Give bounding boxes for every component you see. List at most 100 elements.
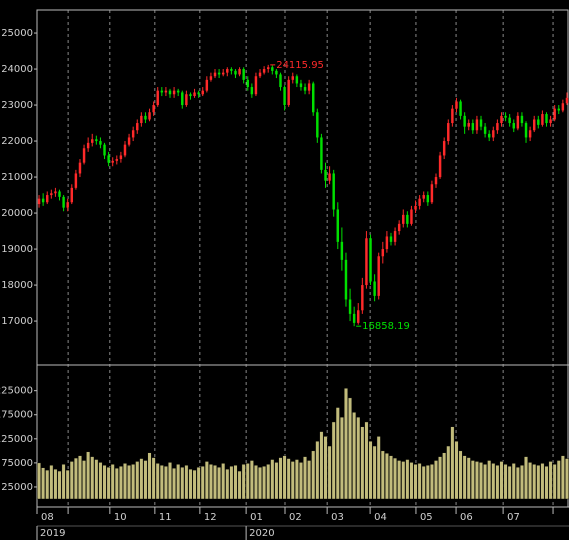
volume-bar	[180, 467, 185, 500]
candle-body	[115, 159, 119, 161]
volume-bar	[131, 464, 136, 500]
candle-body	[181, 92, 184, 106]
volume-bar	[86, 451, 91, 500]
volume-bar	[565, 458, 569, 500]
candle-body	[438, 155, 442, 178]
candle-body	[397, 223, 401, 232]
volume-bar	[299, 462, 303, 500]
candle-body	[336, 209, 340, 242]
volume-bar	[532, 464, 537, 500]
volume-bar	[147, 452, 152, 500]
volume-bar	[258, 467, 262, 500]
volume-bar	[470, 460, 475, 500]
volume-bar	[540, 463, 545, 500]
volume-bar	[360, 426, 365, 500]
candle-body	[459, 101, 462, 116]
candle-body	[299, 83, 303, 88]
volume-bar	[352, 412, 357, 500]
volume-bar	[409, 462, 414, 500]
volume-bar	[110, 464, 115, 500]
candle-body	[230, 69, 233, 71]
candle-body	[516, 115, 520, 129]
candle-body	[234, 70, 237, 75]
y-tick-label: 17000	[1, 316, 33, 327]
volume-bar	[425, 465, 430, 500]
candle-body	[406, 214, 409, 224]
volume-bar	[65, 469, 70, 500]
volume-bar	[479, 462, 483, 500]
volume-bar	[474, 461, 479, 500]
candle-body	[262, 69, 266, 73]
candle-body	[361, 285, 364, 311]
volume-bar	[286, 458, 291, 500]
volume-bar	[344, 388, 348, 500]
candle-body	[168, 90, 172, 95]
volume-bar	[163, 466, 168, 500]
candle-body	[520, 115, 524, 124]
candle-body	[557, 108, 560, 111]
volume-bar	[94, 459, 99, 500]
candle-body	[524, 123, 528, 138]
volume-bar	[41, 467, 46, 500]
y-tick-label: 25000	[1, 28, 33, 39]
candle-body	[532, 119, 536, 131]
candle-body	[422, 195, 425, 199]
x-tick-label: 03	[331, 512, 344, 523]
candle-body	[123, 144, 127, 156]
candle-body	[352, 313, 356, 323]
volume-bar	[548, 461, 553, 500]
volume-bar	[376, 436, 381, 500]
volume-bar	[327, 445, 332, 500]
volume-bar	[270, 459, 275, 500]
candle-body	[340, 241, 344, 260]
candle-body	[246, 79, 249, 88]
candle-body	[479, 119, 483, 127]
candle-body	[250, 87, 254, 95]
candle-body	[504, 115, 507, 118]
candle-body	[46, 195, 49, 203]
candle-body	[197, 92, 200, 95]
volume-bar	[217, 467, 222, 500]
volume-bar	[507, 466, 512, 500]
candle-body	[332, 173, 335, 210]
candle-body	[283, 87, 286, 106]
x-tick-label: 05	[420, 512, 433, 523]
candle-body	[324, 169, 327, 181]
candle-body	[561, 103, 565, 111]
candle-body	[148, 112, 151, 120]
candle-body	[209, 76, 213, 80]
volume-bar	[429, 464, 434, 500]
volume-bar	[511, 463, 516, 500]
volume-bar	[413, 464, 418, 500]
candle-body	[447, 123, 450, 142]
candle-body	[475, 119, 479, 131]
extreme-label: 16858.19	[362, 321, 410, 332]
candle-body	[271, 67, 274, 71]
volume-bar	[266, 464, 271, 500]
year-label: 2019	[40, 528, 65, 539]
candle-body	[160, 90, 164, 93]
volume-bar	[384, 453, 389, 500]
candle-body	[451, 108, 454, 124]
y-tick-label: 125000	[0, 434, 33, 445]
candle-body	[357, 310, 360, 323]
candle-body	[144, 115, 147, 120]
candle-body	[418, 198, 421, 206]
candle-body	[291, 76, 294, 80]
y-tick-label: 22000	[1, 136, 33, 147]
volume-bar	[233, 465, 238, 500]
candle-body	[99, 141, 102, 145]
volume-bar	[503, 464, 508, 500]
volume-bar	[98, 462, 103, 500]
y-tick-label: 24000	[1, 64, 33, 75]
y-tick-label: 25000	[1, 482, 33, 493]
candle-body	[226, 69, 229, 73]
candle-body	[328, 173, 331, 181]
candle-body	[213, 72, 217, 77]
volume-bar	[249, 460, 254, 500]
candle-body	[389, 236, 393, 242]
candle-body	[402, 214, 405, 224]
candle-body	[463, 115, 466, 127]
candle-body	[131, 130, 135, 138]
